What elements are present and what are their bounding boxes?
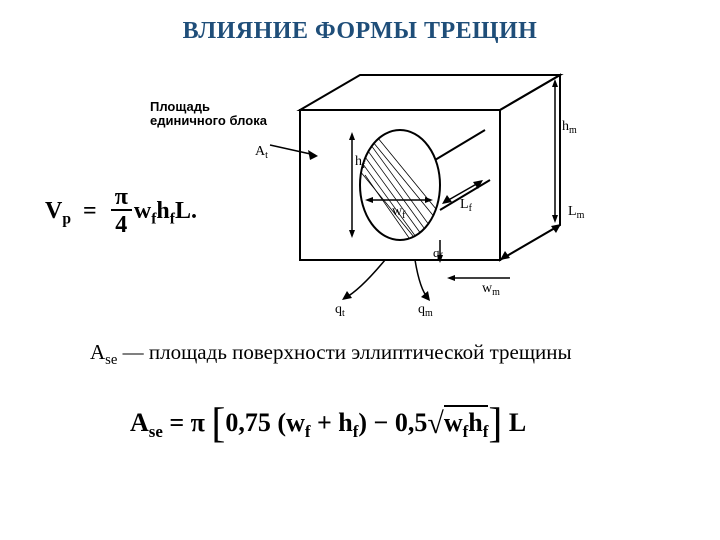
label-qt: qt (335, 302, 345, 319)
formula-ase: Ase = π [0,75 (wf + hf) − 0,5√wfhf] L (130, 400, 526, 448)
label-wm: wm (482, 281, 500, 298)
diagram-container: Площадь единичного блока (160, 60, 600, 320)
label-hf: hf (355, 154, 366, 171)
label-qm: qm (418, 302, 433, 319)
label-Lf: Lf (460, 197, 473, 214)
label-wf: wf (392, 204, 406, 221)
formula-vp: Vp = π 4 wfhfL. (45, 185, 197, 240)
caption-ase: Ase — площадь поверхности эллиптической … (90, 340, 572, 369)
label-Lm: Lm (568, 204, 585, 221)
label-hm: hm (562, 119, 577, 136)
crack-diagram: At hf wf Lf hm Lm qf wm qt qm (240, 60, 600, 320)
label-At: At (255, 144, 268, 161)
page-title: ВЛИЯНИЕ ФОРМЫ ТРЕЩИН (0, 0, 720, 45)
